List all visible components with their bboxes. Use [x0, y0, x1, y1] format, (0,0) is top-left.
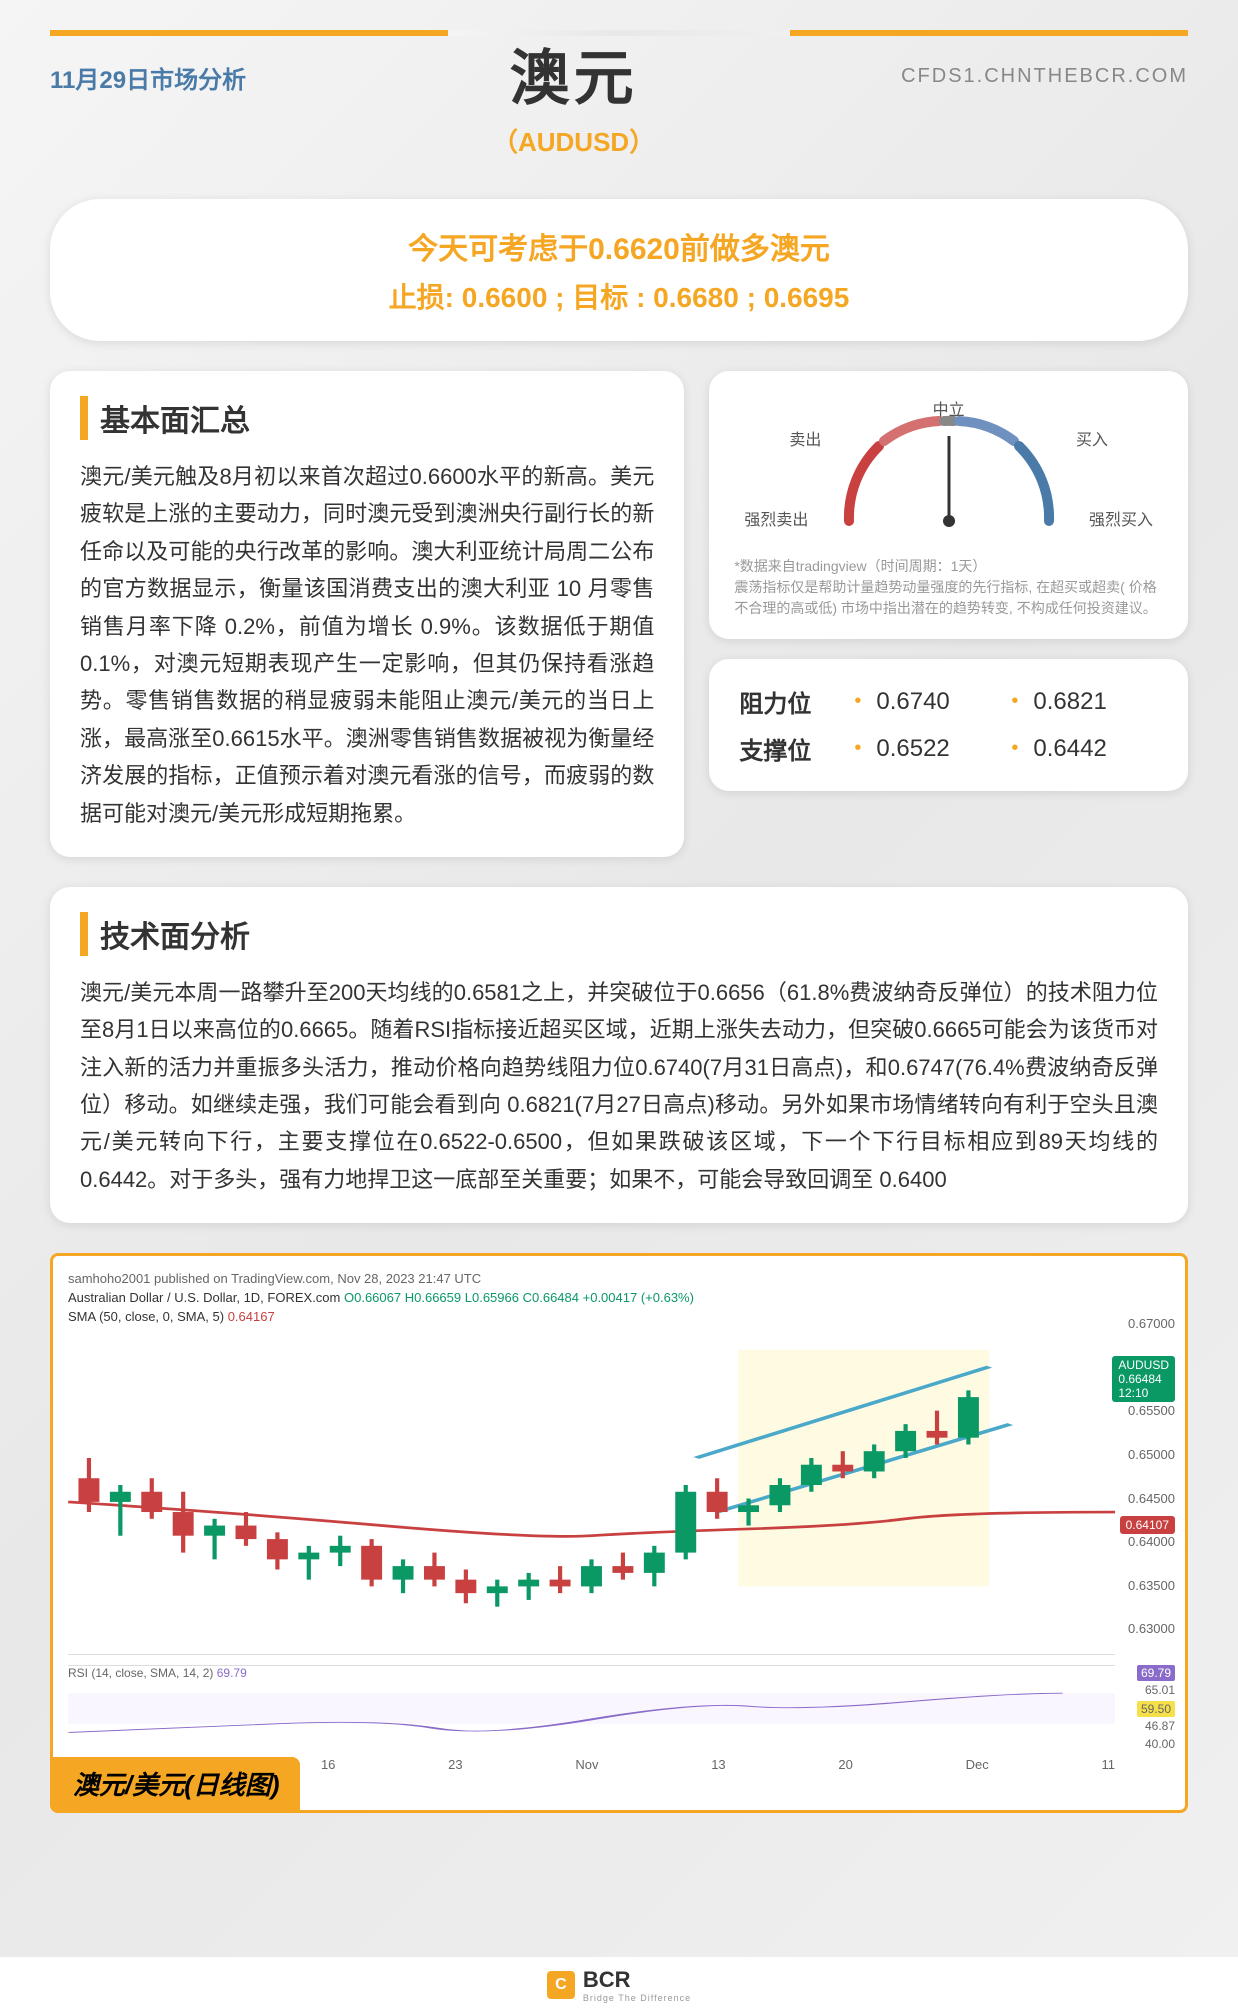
title-block: 澳元 （AUDUSD） — [492, 30, 655, 159]
price-badge-price: 0.66484 — [1118, 1372, 1169, 1386]
footer: C BCR Bridge The Difference — [0, 1957, 1238, 2012]
website-label: CFDS1.CHNTHEBCR.COM — [901, 65, 1188, 88]
bullet-icon: • — [1011, 737, 1018, 760]
resistance-2: 0.6821 — [1033, 688, 1153, 716]
recommendation-box: 今天可考虑于0.6620前做多澳元 止损: 0.6600 ; 目标 : 0.66… — [50, 199, 1188, 341]
footer-logo-icon: C — [547, 1971, 575, 1999]
x-tick: Nov — [575, 1757, 598, 1775]
chart-publisher: samhoho2001 published on TradingView.com… — [68, 1271, 1170, 1286]
sma-badge: 0.64107 — [1120, 1516, 1175, 1534]
chart-title-badge: 澳元/美元(日线图) — [53, 1757, 300, 1810]
rsi-y-axis: 69.79 65.01 59.50 46.87 40.00 — [1120, 1665, 1175, 1755]
x-tick: 16 — [321, 1757, 335, 1775]
levels-card: 阻力位 • 0.6740 • 0.6821 支撑位 • 0.6522 • 0.6… — [709, 659, 1188, 791]
ohlc-l: 0.65966 — [472, 1290, 519, 1305]
gauge-footnote-source: *数据来自tradingview（时间周期：1天） — [734, 556, 1163, 577]
ohlc-o: 0.66067 — [354, 1290, 401, 1305]
price-badge: AUDUSD 0.66484 12:10 — [1112, 1356, 1175, 1402]
price-badge-symbol: AUDUSD — [1118, 1358, 1169, 1372]
y-tick: 0.63000 — [1128, 1621, 1175, 1636]
x-tick: 23 — [448, 1757, 462, 1775]
technical-title: 技术面分析 — [80, 912, 1158, 956]
resistance-1: 0.6740 — [876, 688, 996, 716]
rsi-y-tick: 40.00 — [1145, 1737, 1175, 1751]
y-tick: 0.64000 — [1128, 1534, 1175, 1549]
fundamental-body: 澳元/美元触及8月初以来首次超过0.6600水平的新高。美元疲软是上涨的主要动力… — [80, 458, 654, 832]
bullet-icon: • — [854, 690, 861, 713]
page-title: 澳元 — [492, 30, 655, 117]
rsi-y-tick: 65.01 — [1145, 1683, 1175, 1697]
page-subtitle: （AUDUSD） — [492, 122, 655, 159]
support-2: 0.6442 — [1033, 735, 1153, 763]
ohlc-c: 0.66484 — [532, 1290, 579, 1305]
resistance-label: 阻力位 — [739, 684, 839, 719]
y-tick: 0.65000 — [1128, 1447, 1175, 1462]
ohlc-h: 0.66659 — [414, 1290, 461, 1305]
chart-card: samhoho2001 published on TradingView.com… — [50, 1253, 1188, 1813]
support-1: 0.6522 — [876, 735, 996, 763]
bullet-icon: • — [1011, 690, 1018, 713]
rsi-y-tick: 59.50 — [1137, 1701, 1175, 1717]
technical-body: 澳元/美元本周一路攀升至200天均线的0.6581之上，并突破位于0.6656（… — [80, 974, 1158, 1198]
recommendation-entry: 今天可考虑于0.6620前做多澳元 — [90, 224, 1148, 268]
rsi-label: RSI (14, close, SMA, 14, 2) — [68, 1666, 213, 1680]
support-row: 支撑位 • 0.6522 • 0.6442 — [739, 731, 1158, 766]
x-tick: Dec — [966, 1757, 989, 1775]
rsi-y-tick: 69.79 — [1137, 1665, 1175, 1681]
x-tick: 20 — [838, 1757, 852, 1775]
header: 11月29日市场分析 澳元 （AUDUSD） CFDS1.CHNTHEBCR.C… — [0, 0, 1238, 179]
bullet-icon: • — [854, 737, 861, 760]
footer-brand: BCR — [583, 1967, 691, 1993]
chart-ohlc-row: Australian Dollar / U.S. Dollar, 1D, FOR… — [68, 1290, 1170, 1305]
footer-tagline: Bridge The Difference — [583, 1993, 691, 2003]
x-tick: 13 — [711, 1757, 725, 1775]
technical-card: 技术面分析 澳元/美元本周一路攀升至200天均线的0.6581之上，并突破位于0… — [50, 887, 1188, 1223]
gauge-footnote-disclaimer: 震荡指标仅是帮助计量趋势动量强度的先行指标, 在超买或超卖( 价格不合理的高或低… — [734, 577, 1163, 619]
y-tick: 0.63500 — [1128, 1578, 1175, 1593]
ohlc-chg: +0.00417 (+0.63%) — [583, 1290, 694, 1305]
sentiment-gauge — [734, 391, 1163, 541]
rsi-y-tick: 46.87 — [1145, 1719, 1175, 1733]
rsi-chart: RSI (14, close, SMA, 14, 2) 69.79 — [68, 1665, 1115, 1755]
fundamental-title: 基本面汇总 — [80, 396, 654, 440]
x-tick: 11 — [1101, 1757, 1115, 1775]
chart-pair: Australian Dollar / U.S. Dollar, 1D, FOR… — [68, 1290, 340, 1305]
date-label: 11月29日市场分析 — [50, 60, 246, 95]
rsi-value: 69.79 — [217, 1666, 247, 1680]
recommendation-targets: 止损: 0.6600 ; 目标 : 0.6680 ; 0.6695 — [90, 276, 1148, 316]
sentiment-gauge-card: 强烈卖出 卖出 中立 买入 强烈买入 *数据来自tradingview（时间周期… — [709, 371, 1188, 639]
resistance-row: 阻力位 • 0.6740 • 0.6821 — [739, 684, 1158, 719]
price-badge-time: 12:10 — [1118, 1386, 1169, 1400]
price-chart — [68, 1316, 1115, 1655]
y-tick: 0.67000 — [1128, 1316, 1175, 1331]
y-tick: 0.64500 — [1128, 1491, 1175, 1506]
fundamental-card: 基本面汇总 澳元/美元触及8月初以来首次超过0.6600水平的新高。美元疲软是上… — [50, 371, 684, 857]
support-label: 支撑位 — [739, 731, 839, 766]
y-tick: 0.65500 — [1128, 1403, 1175, 1418]
